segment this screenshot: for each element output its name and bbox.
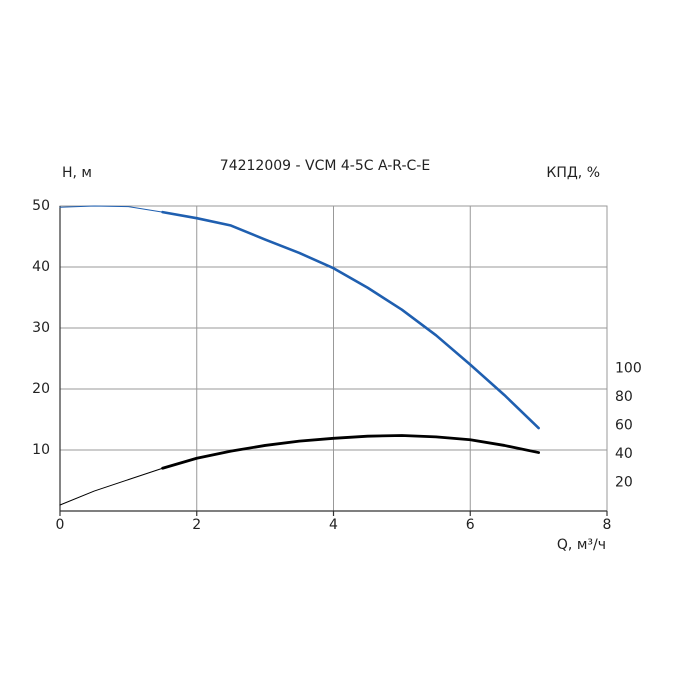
y-tick-label: 20 — [32, 381, 50, 397]
x-tick-label: 2 — [192, 517, 201, 533]
y-tick-label: 50 — [32, 198, 50, 214]
curve — [161, 434, 541, 470]
curve — [59, 467, 164, 506]
x-tick-label: 4 — [329, 517, 338, 533]
x-tick-label: 6 — [466, 517, 475, 533]
y2-tick-label: 80 — [615, 389, 633, 405]
y-axis-label: H, м — [62, 165, 92, 181]
curve — [161, 210, 540, 430]
y-tick-label: 10 — [32, 442, 50, 458]
y-tick-label: 30 — [32, 320, 50, 336]
y2-tick-label: 60 — [615, 417, 633, 433]
curve — [59, 205, 164, 213]
y2-tick-label: 20 — [615, 474, 633, 490]
x-tick-label: 8 — [603, 517, 612, 533]
y-tick-label: 40 — [32, 259, 50, 275]
chart-title: 74212009 - VCM 4-5C A-R-C-E — [220, 158, 430, 174]
y2-tick-label: 40 — [615, 446, 633, 462]
x-tick-label: 0 — [56, 517, 65, 533]
x-axis-label: Q, м³/ч — [557, 537, 606, 553]
y2-tick-label: 100 — [615, 360, 642, 376]
y2-axis-label: КПД, % — [546, 165, 600, 181]
